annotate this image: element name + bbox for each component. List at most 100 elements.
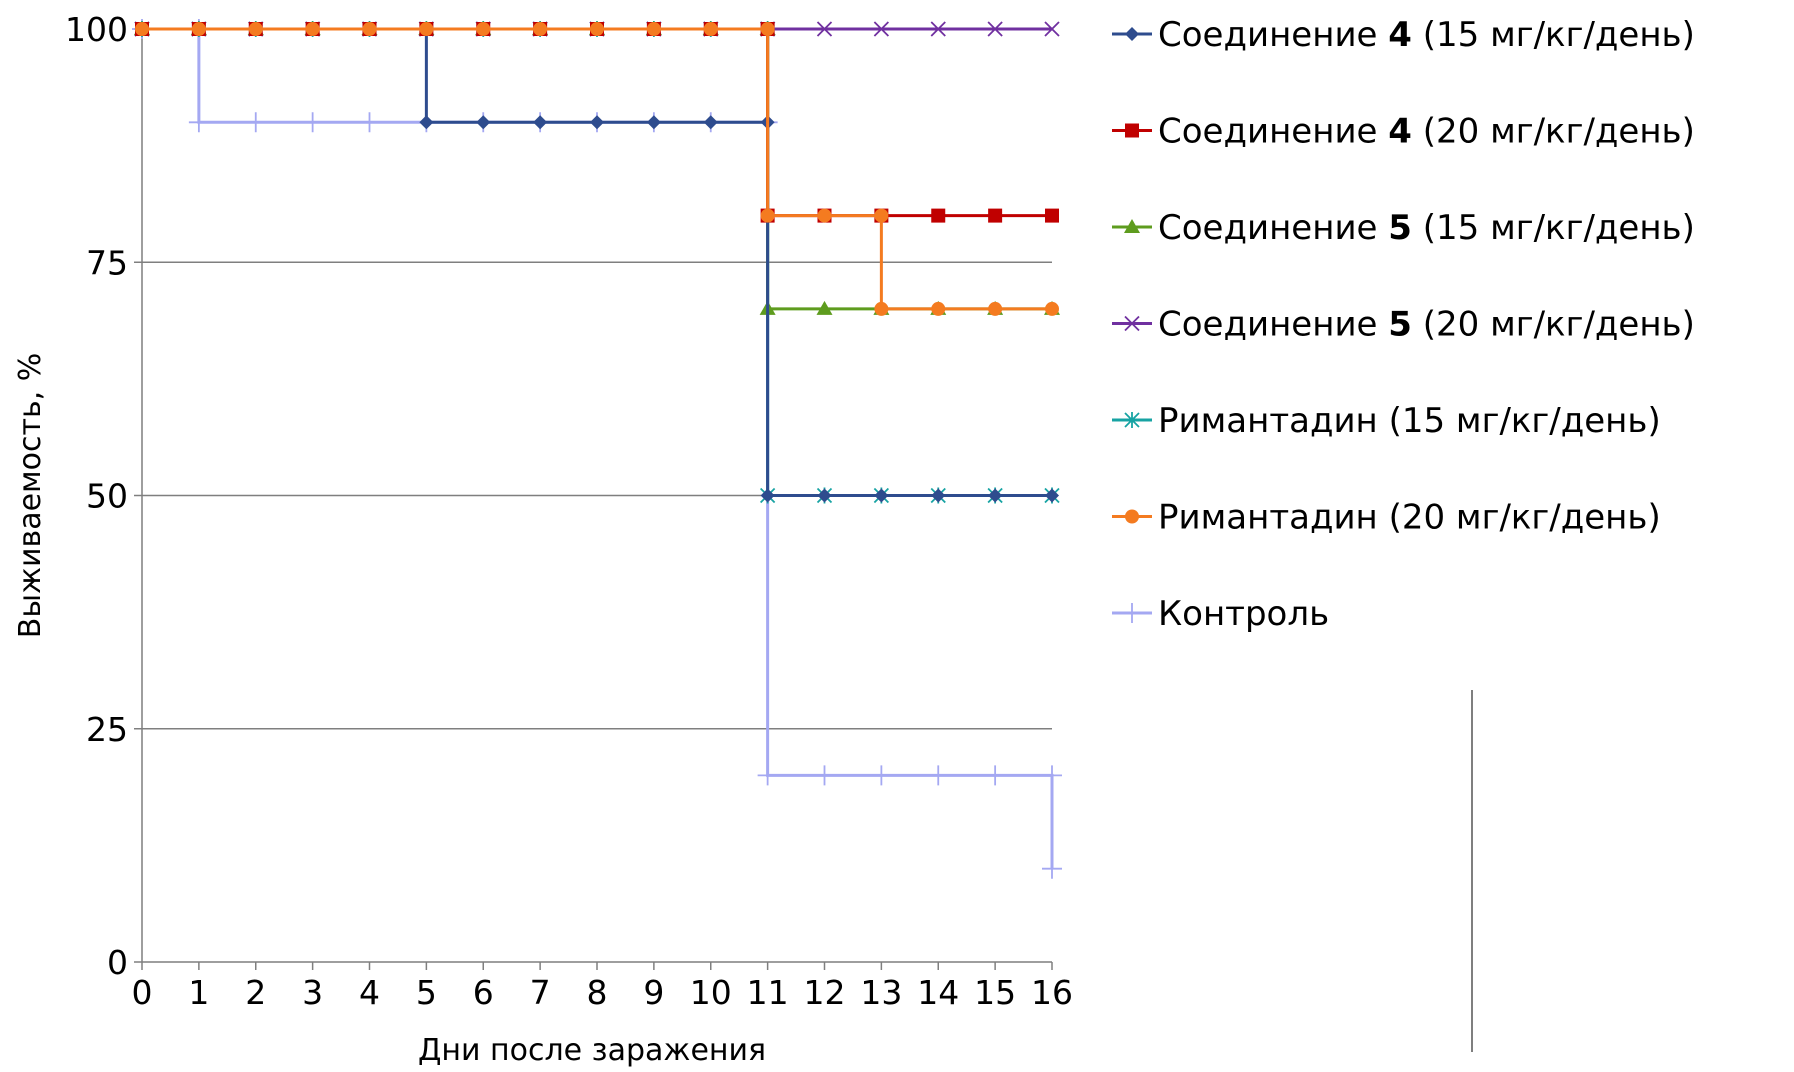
x-axis-title: Дни после заражения [418,1033,766,1068]
data-point-circle [590,22,604,36]
data-point-diamond [988,488,1003,503]
data-point-triangle [816,300,833,315]
legend-label: Соединение 5 (20 мг/кг/день) [1158,305,1695,345]
data-point-circle [533,22,548,36]
legend-label-part: (15 мг/кг/день) [1412,15,1695,55]
legend-item-3: Соединение 5 (15 мг/кг/день) [1112,208,1695,248]
legend: Соединение 4 (15 мг/кг/день)Соединение 4… [1112,15,1695,634]
data-point-circle [703,22,718,36]
legend-label: Римантадин (15 мг/кг/день) [1158,401,1661,441]
data-point-circle [988,301,1003,316]
data-point-circle [305,22,320,36]
legend-label-part: Римантадин (15 мг/кг/день) [1158,401,1661,441]
data-point-star [1124,412,1140,428]
legend-item-1: Соединение 4 (15 мг/кг/день) [1112,15,1695,55]
data-point-diamond [1125,27,1139,41]
data-point-circle [817,208,832,223]
legend-item-6: Римантадин (20 мг/кг/день) [1112,498,1661,538]
data-point-plus [1042,858,1062,879]
series-line [142,27,1052,311]
series-7 [132,19,1062,879]
legend-label-part: 5 [1388,305,1412,345]
data-point-diamond [533,115,548,130]
legend-label-part: Соединение [1158,112,1388,152]
data-point-diamond [703,115,718,130]
series-line [142,27,1052,311]
x-tick-label: 6 [473,973,494,1012]
y-tick-label: 50 [86,477,128,516]
data-point-circle [646,22,661,36]
data-point-x [1044,21,1060,37]
y-tick-label: 100 [65,10,128,49]
y-tick-label: 75 [86,243,128,282]
data-point-x [816,21,833,37]
data-point-x [930,21,946,37]
legend-label: Соединение 4 (15 мг/кг/день) [1158,15,1695,55]
data-point-circle [760,22,775,36]
data-point-square [1125,123,1139,138]
x-tick-label: 9 [643,973,664,1012]
x-tick-label: 3 [302,973,323,1012]
x-tick-label: 2 [245,973,266,1012]
y-tick-label: 25 [86,710,128,749]
data-point-diamond [476,115,491,130]
data-point-plus [245,112,266,133]
data-point-plus [757,765,778,786]
data-point-x [873,21,890,37]
legend-label-part: (20 мг/кг/день) [1412,305,1695,345]
data-point-circle [874,301,889,316]
x-tick-label: 10 [690,973,732,1012]
data-point-plus [814,765,835,786]
data-point-diamond [874,488,889,503]
data-point-diamond [419,115,434,130]
data-point-diamond [931,488,946,503]
legend-label-part: Римантадин (20 мг/кг/день) [1158,498,1661,538]
legend-label-part: Соединение [1158,305,1388,345]
legend-label-part: 5 [1388,208,1412,248]
series-3 [134,21,1060,315]
data-point-circle [1125,509,1139,524]
data-point-plus [1042,765,1062,786]
data-point-square [1045,208,1059,223]
x-tick-label: 13 [860,973,902,1012]
data-point-plus [359,112,380,133]
x-tick-label: 5 [416,973,437,1012]
legend-label-part: (20 мг/кг/день) [1412,112,1695,152]
legend-item-4: Соединение 5 (20 мг/кг/день) [1112,305,1695,345]
data-point-square [931,208,946,223]
x-tick-label: 16 [1031,973,1073,1012]
x-tick-label: 0 [132,973,153,1012]
legend-label-part: (15 мг/кг/день) [1412,208,1695,248]
legend-label: Соединение 4 (20 мг/кг/день) [1158,112,1695,152]
x-tick-label: 1 [188,973,209,1012]
y-tick-label: 0 [107,943,128,982]
x-tick-label: 11 [747,973,789,1012]
data-point-x [987,21,1003,37]
x-tick-label: 15 [974,973,1016,1012]
data-point-diamond [590,115,604,130]
data-point-plus [928,765,949,786]
legend-label-part: Контроль [1158,594,1329,634]
data-point-plus [1122,603,1142,623]
axes [134,27,1053,970]
data-point-diamond [646,115,661,130]
series-layer [132,19,1062,879]
gridlines [142,28,1052,730]
data-point-diamond [1045,488,1059,503]
data-point-circle [248,22,263,36]
data-point-diamond [760,488,775,503]
legend-label-part: 4 [1388,112,1412,152]
data-point-plus [985,765,1006,786]
data-point-circle [419,22,434,36]
data-point-circle [135,22,149,36]
data-point-plus [871,765,892,786]
data-point-x [1124,315,1140,332]
legend-item-5: Римантадин (15 мг/кг/день) [1112,401,1661,441]
data-point-circle [191,22,206,36]
data-point-plus [188,112,209,133]
x-tick-label: 14 [917,973,959,1012]
x-tick-label: 4 [359,973,380,1012]
data-point-triangle [1124,219,1140,233]
